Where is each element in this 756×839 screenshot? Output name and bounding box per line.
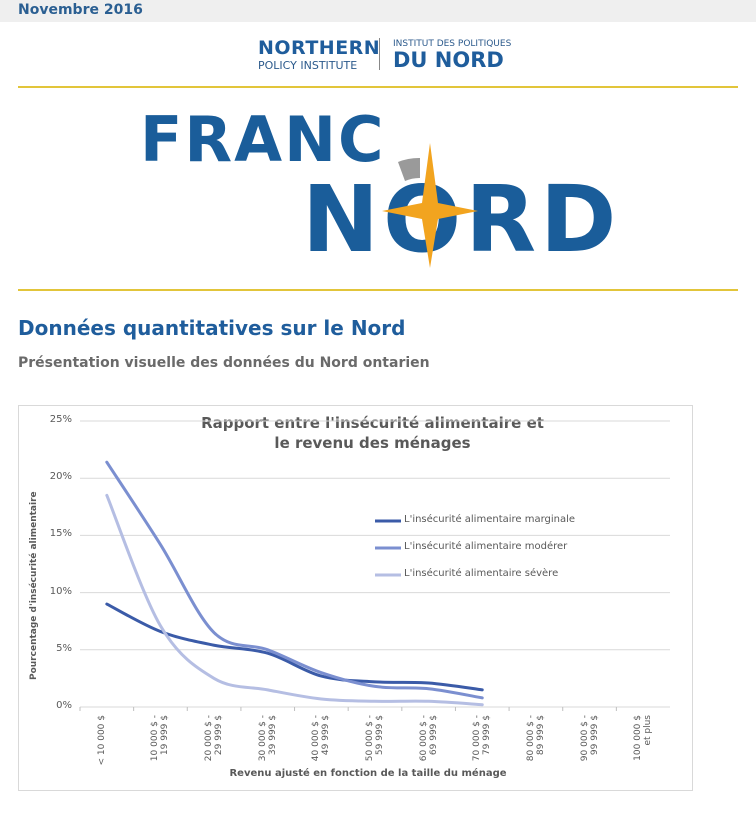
- top-bar: [0, 0, 756, 22]
- chart-frame: [18, 405, 693, 791]
- y-tick-label: 10%: [49, 585, 72, 597]
- date: Novembre 2016: [18, 2, 143, 18]
- x-axis-label: Revenu ajusté en fonction de la taille d…: [229, 768, 507, 779]
- legend-label: L'insécurité alimentaire sévère: [404, 568, 559, 579]
- y-tick-label: 15%: [49, 528, 72, 540]
- x-tick-label: 50 000 $ - 59 999 $: [365, 715, 385, 762]
- x-tick-label: 60 000 $ - 69 999 $: [418, 715, 439, 762]
- x-tick-label: 90 000 $ - 99 999 $: [579, 715, 600, 762]
- logo-separator: [379, 38, 380, 70]
- y-tick-label: 25%: [49, 414, 72, 425]
- logo-text: DU NORD: [393, 48, 504, 72]
- legend-label: L'insécurité alimentaire modérer: [404, 541, 568, 552]
- divider: [18, 289, 738, 291]
- x-tick-label: 80 000 $ - 89 999 $: [525, 715, 546, 762]
- banner-word: FRANC: [140, 103, 386, 176]
- x-tick-label: 70 000 $ - 79 999 $: [472, 715, 493, 762]
- x-tick-label: 100 000 $ et plus: [633, 715, 654, 761]
- subheading: Présentation visuelle des données du Nor…: [18, 355, 430, 371]
- y-tick-label: 0%: [56, 700, 72, 711]
- series-line: [105, 493, 484, 707]
- x-tick-label: 40 000 $ - 49 999 $: [311, 715, 332, 762]
- y-tick-label: 5%: [56, 642, 72, 654]
- series-line: [105, 602, 484, 692]
- logo-text: NORTHERN: [258, 37, 381, 59]
- x-tick-label: 20 000 $ - 29 999 $: [204, 715, 225, 762]
- divider: [18, 86, 738, 88]
- logo-text: INSTITUT DES POLITIQUES: [393, 39, 512, 49]
- y-tick-label: 20%: [49, 471, 72, 483]
- chart-title: Rapport entre l'insécurité alimentaire e…: [201, 414, 544, 452]
- series-line: [105, 460, 484, 700]
- x-tick-label: 30 000 $ - 39 999 $: [257, 715, 278, 762]
- logo-text: POLICY INSTITUTE: [258, 59, 358, 72]
- heading: Données quantitatives sur le Nord: [18, 316, 406, 340]
- x-tick-label: 10 000 $ - 19 999 $: [150, 715, 171, 762]
- x-tick-label: < 10 000 $: [96, 715, 107, 766]
- legend-label: L'insécurité alimentaire marginale: [404, 514, 576, 525]
